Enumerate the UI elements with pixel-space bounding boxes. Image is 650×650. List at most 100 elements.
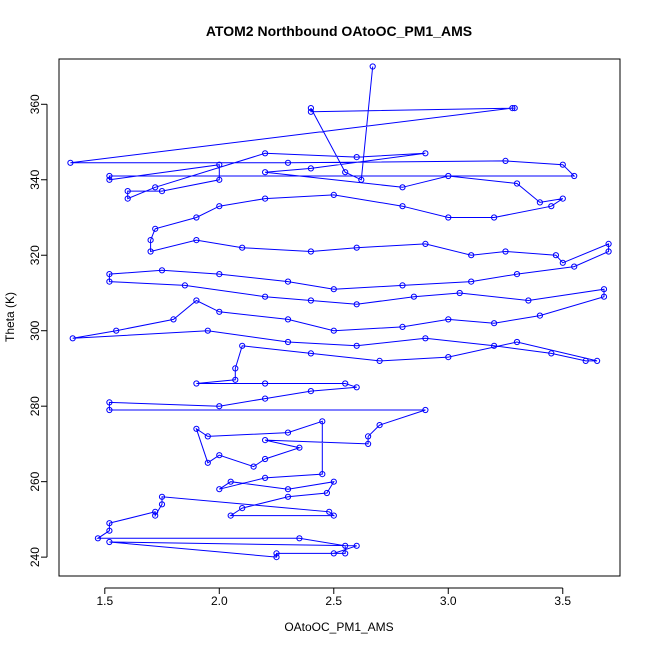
- data-point: [239, 505, 246, 512]
- data-point: [422, 240, 429, 247]
- data-point: [307, 297, 314, 304]
- data-point: [307, 248, 314, 255]
- data-point: [158, 188, 166, 195]
- data-point: [600, 286, 608, 293]
- data-point: [204, 459, 211, 466]
- data-point: [307, 105, 314, 112]
- data-point: [262, 455, 269, 463]
- x-tick-label: 1.5: [96, 594, 113, 608]
- data-point: [284, 338, 292, 346]
- data-point: [216, 486, 223, 493]
- data-point: [216, 203, 223, 210]
- data-point: [284, 429, 292, 436]
- data-point: [330, 191, 337, 198]
- data-point: [594, 357, 601, 364]
- data-point: [353, 154, 360, 161]
- y-tick-label: 320: [28, 245, 42, 265]
- data-point: [571, 172, 578, 180]
- data-point: [358, 176, 365, 183]
- data-point: [113, 327, 120, 334]
- data-point: [284, 278, 292, 285]
- data-point: [422, 406, 429, 414]
- data-point: [468, 252, 475, 259]
- data-point: [147, 248, 154, 255]
- data-point: [513, 271, 521, 278]
- data-point: [445, 172, 452, 180]
- data-point: [204, 433, 211, 440]
- data-point: [170, 316, 177, 323]
- data-point: [106, 406, 113, 414]
- data-point: [124, 188, 131, 195]
- data-point: [193, 380, 200, 387]
- data-point: [600, 293, 608, 300]
- data-point: [307, 165, 314, 172]
- data-point: [399, 323, 406, 330]
- data-point: [491, 342, 498, 349]
- data-point: [193, 214, 200, 221]
- data-point: [273, 550, 280, 557]
- data-point: [323, 489, 330, 497]
- data-point: [106, 172, 113, 180]
- plot-frame: [58, 58, 621, 577]
- x-tick-label: 2.0: [211, 594, 228, 608]
- data-point: [94, 535, 102, 542]
- data-point: [307, 350, 314, 357]
- data-point: [307, 108, 314, 115]
- y-tick-label: 300: [28, 320, 42, 340]
- data-point: [216, 308, 223, 315]
- data-point: [365, 440, 372, 447]
- data-point: [509, 105, 516, 112]
- data-point: [250, 463, 257, 470]
- data-point: [158, 501, 166, 508]
- data-point: [227, 478, 234, 485]
- data-point: [445, 214, 452, 221]
- data-point: [571, 263, 578, 270]
- data-point: [559, 259, 566, 266]
- data-point: [513, 180, 521, 187]
- data-point: [262, 293, 269, 300]
- data-point: [106, 271, 113, 278]
- data-point: [106, 538, 113, 546]
- data-point: [216, 176, 223, 183]
- data-point: [491, 214, 498, 221]
- data-point: [491, 320, 498, 327]
- data-point: [342, 380, 349, 387]
- data-point: [296, 535, 303, 542]
- data-point: [502, 248, 509, 255]
- data-point: [468, 278, 475, 285]
- data-point: [559, 161, 566, 168]
- data-point: [513, 338, 521, 346]
- data-point: [376, 357, 383, 364]
- data-point: [181, 282, 188, 289]
- data-point: [445, 354, 452, 361]
- data-point: [204, 327, 211, 334]
- data-point: [106, 527, 113, 534]
- data-point: [273, 554, 280, 561]
- data-point: [410, 293, 417, 300]
- data-point: [330, 478, 337, 485]
- data-point: [582, 357, 589, 364]
- data-point: [67, 159, 74, 166]
- data-point: [353, 384, 360, 391]
- data-point: [525, 297, 532, 304]
- data-point: [106, 520, 113, 527]
- chart-title: ATOM2 Northbound OAtoOC_PM1_AMS: [206, 23, 472, 39]
- x-tick-label: 3.0: [440, 594, 457, 608]
- data-point: [536, 199, 544, 206]
- data-point: [456, 289, 463, 297]
- data-point: [262, 169, 269, 176]
- data-point: [330, 327, 337, 334]
- data-point: [365, 433, 372, 440]
- data-point: [262, 380, 269, 387]
- data-point: [193, 237, 200, 244]
- data-point: [342, 550, 349, 557]
- y-axis: 240 260 280 300 320 340 360: [28, 94, 48, 567]
- data-point: [284, 486, 292, 493]
- y-tick-label: 360: [28, 94, 42, 114]
- data-point: [445, 316, 452, 323]
- y-tick-label: 260: [28, 471, 42, 491]
- data-point: [106, 176, 113, 183]
- data-point: [342, 542, 349, 549]
- data-point: [193, 297, 200, 304]
